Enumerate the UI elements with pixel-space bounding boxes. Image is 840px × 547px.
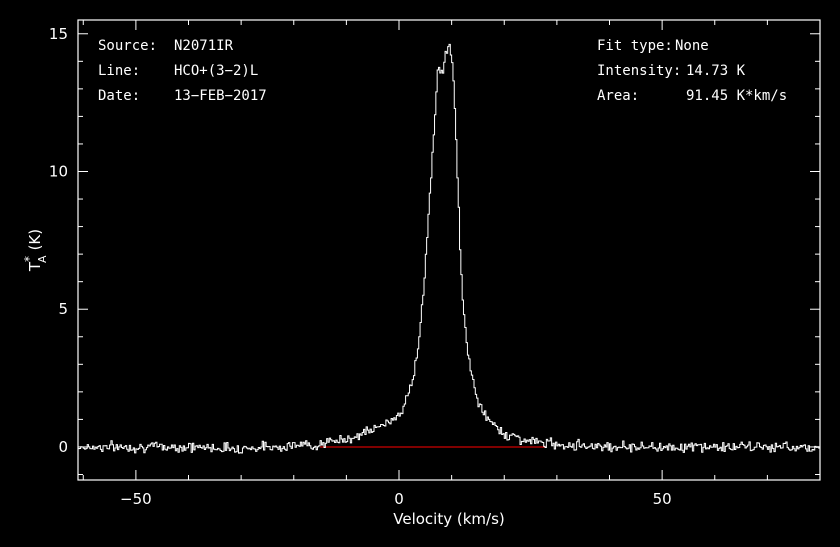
y-axis-title-sub: A — [36, 255, 49, 263]
line-value: HCO+(3−2)L — [174, 63, 258, 79]
axis-ticks: −50 0 50 0 5 10 15 — [49, 20, 821, 508]
plot-frame — [77, 19, 821, 481]
source-label: Source: — [98, 38, 157, 54]
date-label: Date: — [98, 88, 140, 104]
y-axis-title-main: T — [26, 261, 44, 272]
y-axis-title-unit: (K) — [26, 229, 44, 251]
source-value: N2071IR — [174, 38, 234, 54]
area-label: Area: — [597, 88, 639, 104]
fit-type-value: None — [675, 38, 709, 54]
y-axis-title-text: T*A (K) — [22, 229, 49, 272]
y-axis-title: T*A (K) — [22, 229, 49, 272]
area-value: 91.45 K*km/s — [686, 88, 787, 104]
intensity-label: Intensity: — [597, 63, 681, 79]
y-tick-label: 5 — [58, 300, 68, 318]
x-tick-label: −50 — [120, 490, 152, 508]
y-tick-label: 0 — [58, 438, 68, 456]
y-tick-label: 15 — [49, 25, 68, 43]
plot-data — [78, 43, 820, 454]
date-value: 13−FEB−2017 — [174, 88, 267, 104]
x-tick-label: 50 — [653, 490, 672, 508]
fit-type-label: Fit type: — [597, 38, 673, 54]
x-tick-label: 0 — [394, 490, 404, 508]
y-tick-label: 10 — [49, 162, 68, 180]
spectrum-line — [78, 43, 820, 454]
y-axis-title-sup: * — [22, 256, 36, 262]
intensity-value: 14.73 K — [686, 63, 746, 79]
line-label: Line: — [98, 63, 140, 79]
x-axis-title: Velocity (km/s) — [393, 510, 504, 528]
